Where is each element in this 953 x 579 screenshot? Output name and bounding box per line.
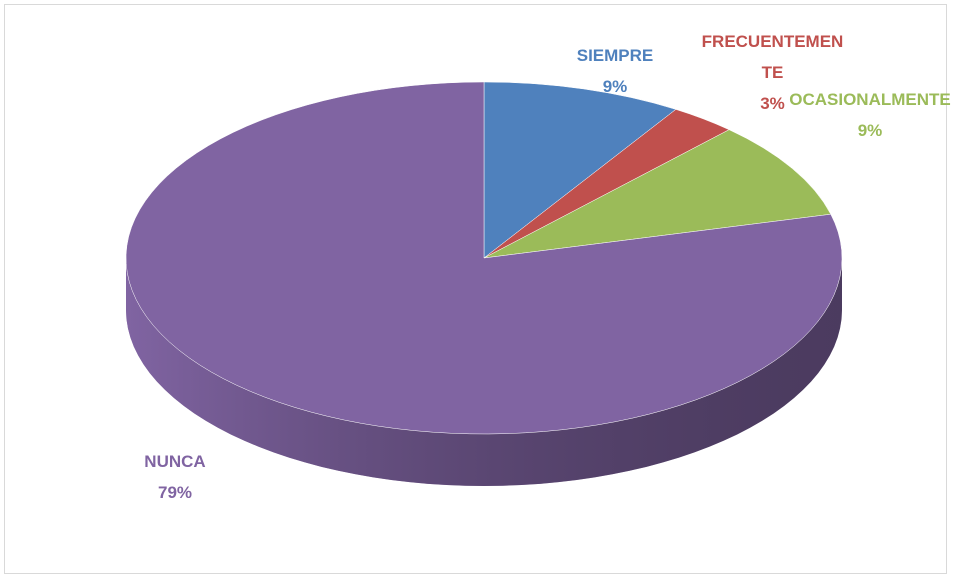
label-value: 3%	[760, 94, 785, 113]
data-label: FRECUENTEMENTE 3%	[700, 26, 845, 119]
chart-frame	[4, 4, 947, 574]
label-value: 9%	[857, 121, 883, 140]
label-name: FRECUENTEMENTE	[701, 32, 844, 82]
label-name: NUNCA	[144, 452, 206, 471]
slice	[483, 129, 832, 259]
slice	[125, 81, 843, 435]
data-label: NUNCA 79%	[110, 446, 240, 508]
label-name: SIEMPRE	[576, 46, 654, 65]
slice-side-shade	[126, 258, 842, 486]
slice	[483, 81, 677, 259]
data-label: OCASIONALMENTE 9%	[785, 84, 953, 146]
label-name: OCASIONALMENTE	[789, 90, 951, 109]
label-value: 9%	[602, 77, 628, 96]
data-label: SIEMPRE 9%	[560, 40, 670, 102]
label-value: 79%	[157, 483, 193, 502]
